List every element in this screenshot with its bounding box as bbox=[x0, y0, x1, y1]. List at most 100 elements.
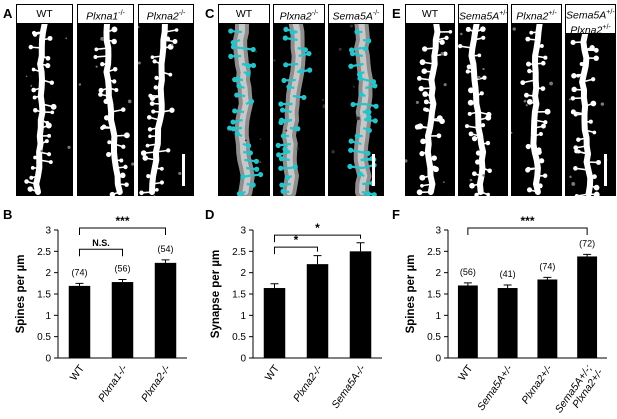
y-tick-label: 0.5 bbox=[232, 332, 246, 343]
y-tick-label: 3 bbox=[240, 226, 246, 237]
micrograph-e-2: Sema5A+/- bbox=[458, 4, 508, 196]
panel-letter-b: B bbox=[3, 207, 13, 222]
y-axis-label: Spines per µm bbox=[405, 255, 417, 334]
y-axis-label: Spines per µm bbox=[15, 255, 27, 334]
y-tick-label: 2.5 bbox=[232, 247, 246, 258]
error-bar bbox=[75, 282, 84, 286]
chart-f: 0 0.5 1 1.5 2 2.5 3 Spines per µm (56) WT (41) Sema… bbox=[405, 214, 607, 415]
y-tick-label: 3 bbox=[435, 226, 441, 237]
y-tick-label: 0 bbox=[45, 354, 51, 365]
micrograph-e-4: Sema5A+/-/Plxna2+/- bbox=[565, 4, 616, 196]
micrograph-label: Plxna2-/- bbox=[273, 4, 325, 24]
y-tick-label: 0 bbox=[435, 354, 441, 365]
error-bar bbox=[543, 276, 552, 280]
significance-bracket bbox=[79, 227, 166, 235]
bar bbox=[68, 285, 91, 358]
x-tick-label: Plxna2-/- bbox=[139, 362, 173, 404]
bar bbox=[457, 285, 478, 358]
micrograph-c-1: WT bbox=[218, 4, 270, 196]
micrograph-label: WT bbox=[16, 4, 73, 24]
scale-bar bbox=[182, 154, 185, 186]
panel-letter-d: D bbox=[205, 207, 215, 222]
error-bar bbox=[270, 283, 279, 289]
dendrite-image bbox=[78, 21, 134, 196]
bar bbox=[263, 288, 286, 358]
micrograph-a-3: Plxna2-/- bbox=[138, 4, 194, 196]
bar bbox=[577, 256, 598, 358]
dendrite-image bbox=[227, 17, 264, 196]
significance-bracket bbox=[274, 246, 318, 255]
error-bar bbox=[463, 282, 472, 286]
micrograph-label: WT bbox=[218, 4, 270, 24]
error-bar bbox=[503, 284, 512, 289]
y-tick-label: 1 bbox=[435, 311, 441, 322]
micrograph-a-2: Plxna1-/- bbox=[77, 4, 134, 196]
error-bar bbox=[356, 242, 365, 252]
y-tick-label: 2.5 bbox=[37, 247, 51, 258]
y-tick-label: 2 bbox=[45, 268, 51, 279]
scale-bar bbox=[372, 154, 375, 186]
dendrite-image bbox=[273, 17, 325, 196]
micrograph-c-2: Plxna2-/- bbox=[273, 4, 325, 196]
micrograph-label: Sema5A+/- bbox=[458, 4, 508, 24]
error-bar bbox=[583, 253, 592, 257]
x-tick-label: WT bbox=[68, 362, 88, 383]
dendrite-image bbox=[138, 21, 182, 196]
bar bbox=[154, 262, 177, 358]
scale-bar bbox=[604, 154, 607, 186]
n-label: (41) bbox=[500, 269, 516, 279]
n-label: (74) bbox=[539, 261, 555, 271]
y-tick-label: 0.5 bbox=[427, 332, 441, 343]
micrograph-label: Plxna2-/- bbox=[138, 4, 194, 24]
y-tick-label: 0 bbox=[240, 354, 246, 365]
significance-label: N.S. bbox=[92, 238, 110, 248]
micrograph-c-3: Sema5A-/- bbox=[328, 4, 384, 196]
n-label: (56) bbox=[114, 263, 130, 273]
micrograph-label: Sema5A+/-/Plxna2+/- bbox=[565, 4, 616, 34]
dendrite-image bbox=[331, 17, 379, 196]
x-tick-label: Plxna2+/- bbox=[519, 362, 555, 406]
significance-bracket bbox=[79, 248, 123, 257]
y-tick-label: 1 bbox=[240, 311, 246, 322]
bar bbox=[497, 288, 518, 358]
micrograph-label: Plxna1-/- bbox=[77, 4, 134, 24]
significance-bracket bbox=[467, 227, 588, 235]
y-tick-label: 1.5 bbox=[37, 290, 51, 301]
panel-letter-c: C bbox=[205, 6, 215, 21]
y-tick-label: 2 bbox=[240, 268, 246, 279]
panel-letter-f: F bbox=[392, 207, 400, 222]
y-axis-label: Synapse per µm bbox=[210, 250, 222, 338]
chart-d: 0 0.5 1 1.5 2 2.5 3 Synapse per µm WT Plxna2-/- Se… bbox=[210, 221, 382, 411]
y-tick-label: 1.5 bbox=[427, 290, 441, 301]
y-tick-label: 0.5 bbox=[37, 332, 51, 343]
y-tick-label: 3 bbox=[45, 226, 51, 237]
x-tick-label: Sema5A-/- bbox=[329, 362, 368, 410]
dendrite-image bbox=[24, 21, 71, 195]
significance-label: *** bbox=[520, 214, 534, 228]
error-bar bbox=[161, 259, 170, 263]
error-bar bbox=[313, 255, 322, 265]
micrograph-label: WT bbox=[405, 4, 455, 24]
significance-label: *** bbox=[115, 214, 129, 228]
n-label: (56) bbox=[460, 267, 476, 277]
x-tick-label: Plxna1-/- bbox=[96, 362, 130, 404]
significance-bracket bbox=[274, 234, 361, 243]
dendrite-image bbox=[405, 21, 453, 196]
error-bar bbox=[118, 278, 127, 283]
micrograph-e-3: Plxna2+/- bbox=[511, 4, 562, 196]
dendrite-image bbox=[511, 21, 554, 195]
y-tick-label: 2 bbox=[435, 268, 441, 279]
x-tick-label: Plxna2-/- bbox=[291, 362, 325, 404]
bar bbox=[306, 264, 329, 358]
micrograph-label: Plxna2+/- bbox=[511, 4, 562, 24]
n-label: (72) bbox=[579, 238, 595, 248]
micrograph-label: Sema5A-/- bbox=[328, 4, 384, 24]
panel-letter-a: A bbox=[3, 6, 13, 21]
chart-b: 0 0.5 1 1.5 2 2.5 3 Spines per µm (74) WT (56) Plxn… bbox=[15, 214, 187, 404]
significance-label: * bbox=[294, 233, 299, 247]
dendrite-image bbox=[458, 21, 492, 196]
bar bbox=[537, 279, 558, 358]
panel-letter-e: E bbox=[392, 6, 401, 21]
y-tick-label: 1.5 bbox=[232, 290, 246, 301]
bar bbox=[111, 282, 134, 358]
